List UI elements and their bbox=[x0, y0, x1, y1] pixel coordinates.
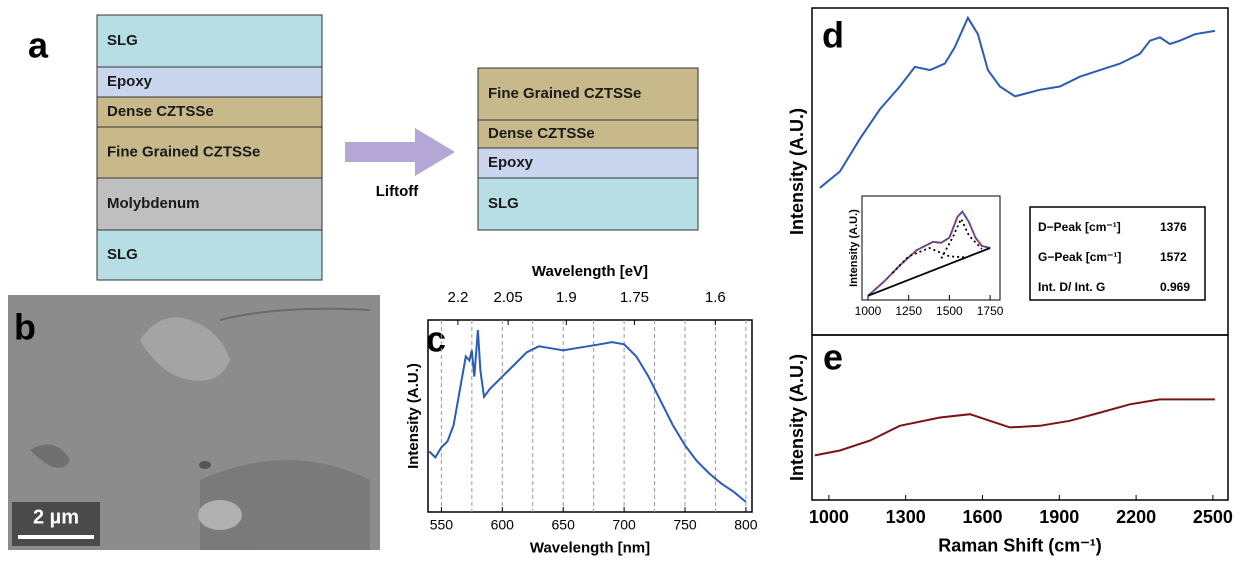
plot-frame bbox=[862, 196, 1000, 300]
table-cell: Int. D/ Int. G bbox=[1038, 280, 1105, 294]
layer-label: Epoxy bbox=[488, 154, 534, 171]
y-axis-label: Intensity (A.U.) bbox=[405, 363, 422, 469]
layer-label: SLG bbox=[107, 32, 138, 49]
panel-label: b bbox=[14, 307, 36, 348]
x2-tick-label: 2.2 bbox=[447, 289, 468, 306]
data-line bbox=[820, 18, 1215, 188]
plot-frame bbox=[812, 335, 1228, 500]
x-tick-label: 600 bbox=[491, 517, 515, 533]
panel-label: a bbox=[28, 25, 49, 66]
panel-label: c bbox=[426, 319, 446, 360]
layer-label: Epoxy bbox=[107, 73, 153, 90]
x-tick-label: 1900 bbox=[1039, 507, 1079, 527]
x2-tick-label: 2.05 bbox=[494, 289, 523, 306]
y-axis-label: Intensity (A.U.) bbox=[787, 108, 807, 235]
x-tick-label: 1500 bbox=[936, 304, 963, 318]
x-tick-label: 750 bbox=[673, 517, 697, 533]
data-line bbox=[868, 212, 990, 296]
table-cell: 0.969 bbox=[1160, 280, 1190, 294]
x-tick-label: 1750 bbox=[977, 304, 1004, 318]
x-tick-label: 1250 bbox=[895, 304, 922, 318]
layer-label: Fine Grained CZTSSe bbox=[488, 85, 641, 102]
x-tick-label: 2500 bbox=[1193, 507, 1233, 527]
layer-label: Fine Grained CZTSSe bbox=[107, 143, 260, 160]
layer-label: Molybdenum bbox=[107, 195, 200, 212]
x-axis-label: Raman Shift (cm⁻¹) bbox=[938, 536, 1102, 556]
x-tick-label: 1300 bbox=[886, 507, 926, 527]
x2-axis-label: Wavelength [eV] bbox=[532, 263, 648, 280]
layer-label: Dense CZTSSe bbox=[107, 103, 214, 120]
table-cell: 1572 bbox=[1160, 250, 1187, 264]
figure: 2 µm Liftoff a b c d e SLG Epoxy Dense CZTSSe Fi… bbox=[0, 0, 1244, 562]
data-line bbox=[892, 248, 965, 273]
data-line bbox=[868, 212, 990, 296]
x2-tick-label: 1.6 bbox=[705, 289, 726, 306]
x-tick-label: 1000 bbox=[809, 507, 849, 527]
table-cell: D−Peak [cm⁻¹] bbox=[1038, 220, 1121, 234]
panel-label: e bbox=[823, 337, 843, 378]
x-tick-label: 800 bbox=[734, 517, 758, 533]
layer-label: Dense CZTSSe bbox=[488, 125, 595, 142]
arrow bbox=[345, 128, 455, 176]
y-axis-label: Intensity (A.U.) bbox=[848, 209, 860, 287]
table-cell: 1376 bbox=[1160, 220, 1187, 234]
x-tick-label: 650 bbox=[552, 517, 576, 533]
data-line bbox=[815, 399, 1215, 455]
scale-bar-label: 2 µm bbox=[33, 506, 79, 528]
x-tick-label: 550 bbox=[430, 517, 454, 533]
arrow-label: Liftoff bbox=[376, 183, 419, 200]
y-axis-label: Intensity (A.U.) bbox=[787, 354, 807, 481]
x-tick-label: 2200 bbox=[1116, 507, 1156, 527]
data-line bbox=[868, 248, 990, 296]
x-tick-label: 700 bbox=[612, 517, 636, 533]
layer-label: SLG bbox=[488, 195, 519, 212]
x-tick-label: 1600 bbox=[962, 507, 1002, 527]
table-cell: G−Peak [cm⁻¹] bbox=[1038, 250, 1121, 264]
x-axis-label: Wavelength [nm] bbox=[530, 539, 650, 556]
panel-label: d bbox=[822, 15, 844, 56]
data-line bbox=[429, 330, 746, 502]
layer-label: SLG bbox=[107, 246, 138, 263]
x-tick-label: 1000 bbox=[855, 304, 882, 318]
x2-tick-label: 1.9 bbox=[556, 289, 577, 306]
x2-tick-label: 1.75 bbox=[620, 289, 649, 306]
